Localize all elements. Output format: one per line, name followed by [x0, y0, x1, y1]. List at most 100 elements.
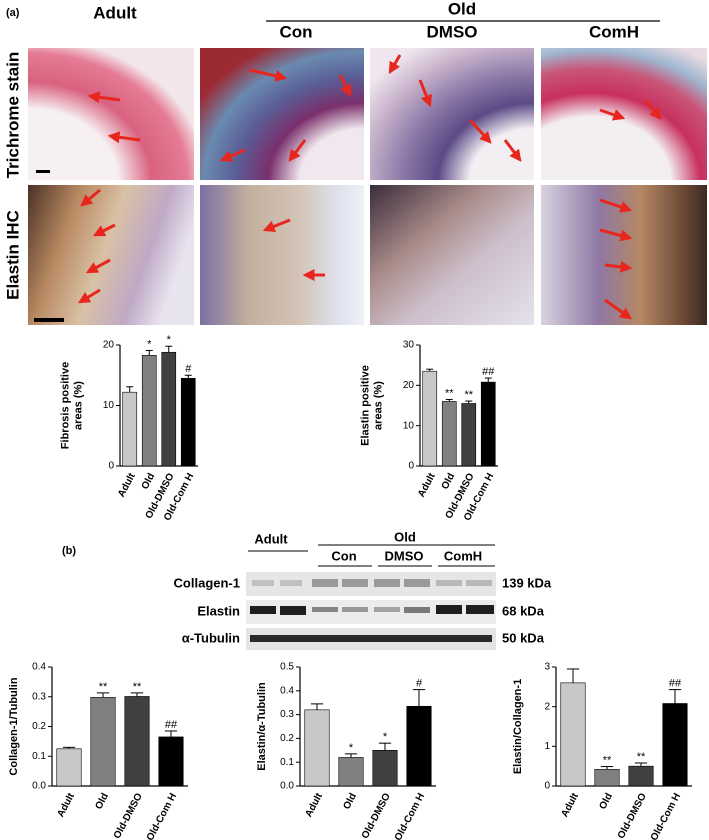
y-tick-label: 0.0 — [280, 781, 294, 792]
significance: * — [349, 742, 354, 754]
y-tick-label: 1 — [544, 741, 550, 752]
x-tick-label: Old-DMSO — [616, 791, 649, 840]
x-tick-label: Old — [341, 791, 359, 811]
y-axis-label: Fibrosis positive — [59, 362, 71, 449]
x-tick-label: Adult — [416, 471, 438, 499]
x-tick-label: Old-Com H — [649, 791, 683, 840]
y-axis-label: areas (%) — [72, 381, 84, 430]
x-tick-label: Old-Com H — [145, 791, 179, 840]
bar — [180, 377, 196, 467]
y-tick-label: 0.1 — [280, 757, 294, 768]
significance: * — [383, 731, 388, 743]
protein-label: α-Tubulin — [182, 630, 240, 645]
bar — [338, 757, 364, 787]
significance: ## — [165, 719, 178, 731]
bar — [461, 403, 477, 467]
protein-label: Elastin — [197, 603, 240, 618]
panel-label: (b) — [62, 545, 76, 557]
micrograph-row — [28, 185, 707, 325]
size-label: 139 kDa — [502, 575, 552, 590]
x-tick-label: Old — [140, 471, 158, 491]
size-label: 68 kDa — [502, 603, 545, 618]
x-tick-label: Adult — [55, 791, 77, 819]
bar — [662, 703, 688, 787]
bar — [56, 748, 82, 787]
y-axis-label: Elastin/Collagen-1 — [512, 679, 524, 774]
y-tick-label: 0.1 — [32, 751, 46, 762]
size-label: 50 kDa — [502, 630, 545, 645]
y-axis-label: Collagen-1/Tubulin — [8, 677, 20, 775]
significance: # — [185, 363, 192, 375]
bar — [158, 736, 184, 787]
subgroup-label: ComH — [589, 22, 639, 41]
y-tick-label: 10 — [403, 420, 415, 431]
x-tick-label: Old — [440, 471, 458, 491]
y-tick-label: 0 — [108, 461, 114, 472]
bar — [628, 765, 654, 787]
bar — [122, 391, 138, 467]
x-tick-label: Old-DMSO — [112, 791, 145, 840]
y-tick-label: 0 — [544, 781, 550, 792]
significance: ** — [99, 681, 108, 693]
y-tick-label: 0.5 — [280, 662, 294, 673]
protein-label: Collagen-1 — [174, 575, 240, 590]
y-tick-label: 0.2 — [280, 733, 294, 744]
bar — [372, 749, 398, 787]
y-tick-label: 0.4 — [280, 685, 294, 696]
significance: ** — [637, 751, 646, 763]
bar — [594, 769, 620, 787]
y-tick-label: 20 — [103, 340, 115, 351]
x-tick-label: Old — [93, 791, 111, 811]
y-axis-label: areas (%) — [372, 381, 384, 430]
bar — [422, 370, 438, 467]
y-axis-label: Elastin positive — [359, 365, 371, 446]
significance: ## — [482, 366, 495, 378]
y-axis-label: Elastin/α-Tubulin — [256, 682, 268, 771]
x-tick-label: Adult — [303, 791, 325, 819]
significance: # — [416, 678, 423, 690]
subgroup-label: ComH — [444, 548, 482, 563]
x-tick-label: Old — [597, 791, 615, 811]
subgroup-label: Con — [279, 22, 312, 41]
row-label: Elastin IHC — [3, 210, 22, 300]
significance: ** — [603, 754, 612, 766]
bar — [124, 696, 150, 787]
y-tick-label: 0.3 — [32, 691, 46, 702]
y-tick-label: 30 — [403, 340, 415, 351]
group-label: Adult — [254, 531, 288, 546]
y-tick-label: 10 — [103, 400, 115, 411]
group-label: Old — [448, 0, 476, 18]
blot — [246, 572, 496, 650]
micrograph-row — [28, 48, 707, 180]
y-tick-label: 20 — [403, 380, 415, 391]
y-tick-label: 0 — [408, 461, 414, 472]
y-tick-label: 0.3 — [280, 709, 294, 720]
subgroup-label: DMSO — [427, 22, 478, 41]
panel-label: (a) — [6, 7, 20, 19]
y-tick-label: 3 — [544, 662, 550, 673]
group-label: Adult — [93, 3, 137, 22]
subgroup-label: Con — [331, 548, 356, 563]
y-tick-label: 0.0 — [32, 781, 46, 792]
y-tick-label: 0.4 — [32, 662, 46, 673]
bar — [304, 709, 330, 787]
x-tick-label: Adult — [559, 791, 581, 819]
significance: ** — [445, 387, 454, 399]
bar — [406, 705, 432, 787]
significance: * — [147, 338, 152, 350]
x-tick-label: Old-Com H — [393, 791, 427, 840]
group-label: Old — [394, 529, 416, 544]
x-tick-label: Old-DMSO — [360, 791, 393, 840]
row-label: Trichrome stain — [3, 52, 22, 179]
bar — [441, 401, 457, 467]
significance: ** — [464, 389, 473, 401]
x-tick-label: Adult — [116, 471, 138, 499]
significance: * — [167, 334, 172, 346]
significance: ** — [133, 681, 142, 693]
bar — [560, 682, 586, 787]
significance: ## — [669, 678, 682, 690]
subgroup-label: DMSO — [385, 548, 424, 563]
y-tick-label: 2 — [544, 701, 550, 712]
bar — [90, 697, 116, 787]
